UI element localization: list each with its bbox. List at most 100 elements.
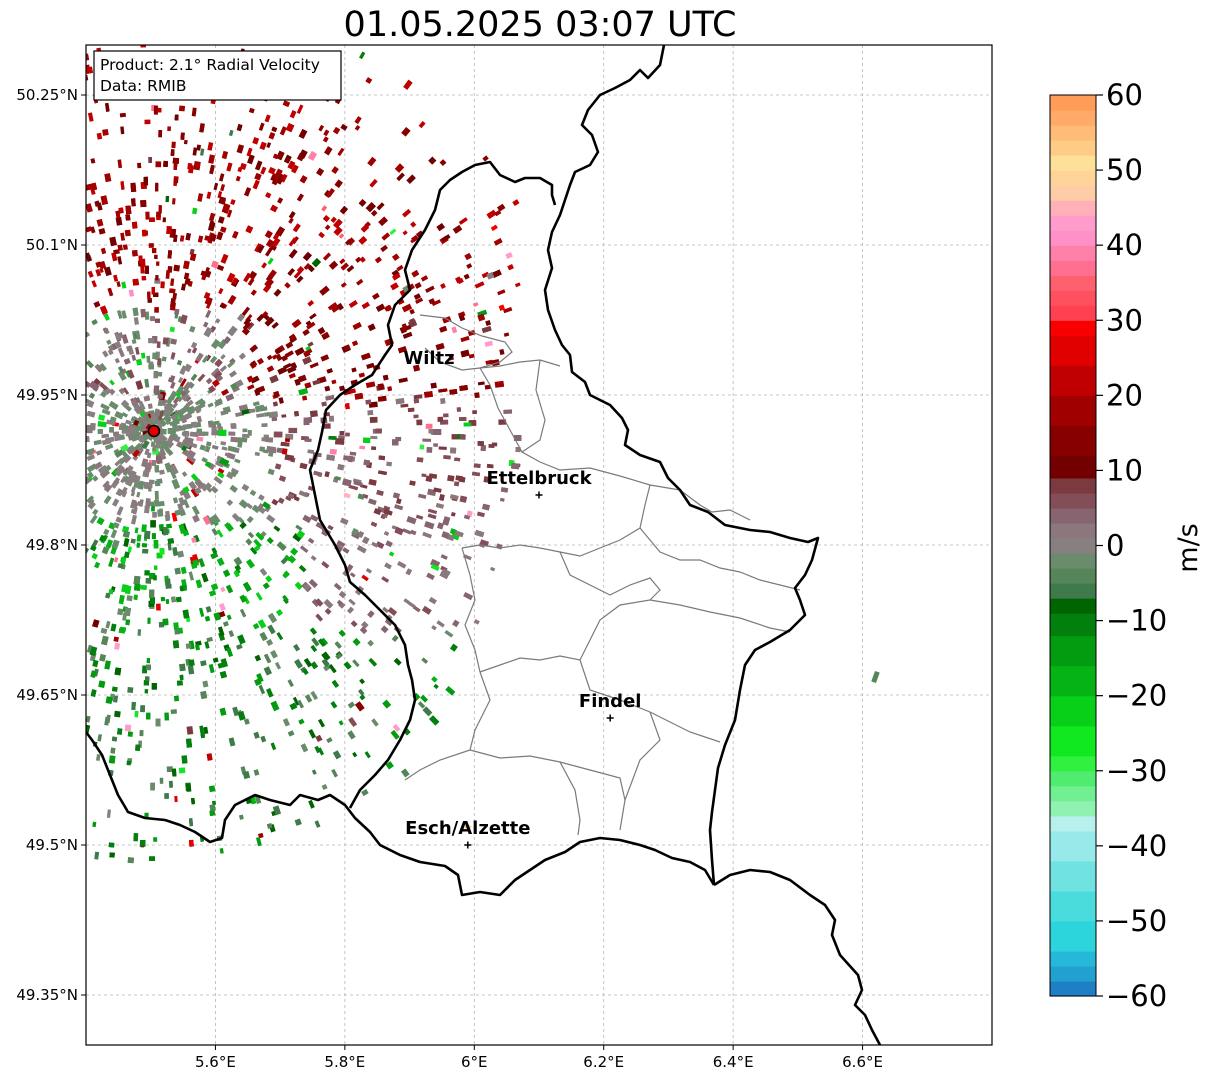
velocity-bin	[333, 750, 342, 760]
velocity-bin	[266, 823, 273, 829]
velocity-bin	[174, 567, 181, 575]
velocity-bin	[231, 512, 241, 523]
velocity-bin	[218, 602, 226, 612]
velocity-bin	[392, 492, 400, 499]
velocity-bin	[344, 403, 350, 410]
velocity-bin	[183, 139, 188, 145]
x-tick-label: 6.2°E	[583, 1053, 624, 1071]
velocity-bin	[272, 354, 278, 360]
velocity-bin	[383, 505, 391, 511]
velocity-bin	[208, 785, 216, 793]
velocity-bin	[127, 731, 133, 737]
velocity-bin	[190, 341, 198, 349]
velocity-bin	[109, 427, 114, 433]
velocity-bin	[370, 521, 378, 527]
velocity-bin	[125, 419, 132, 425]
velocity-bin	[232, 706, 240, 717]
velocity-bin	[102, 480, 110, 489]
velocity-bin	[131, 198, 136, 207]
velocity-bin	[403, 79, 413, 90]
velocity-bin	[300, 666, 307, 673]
velocity-bin	[100, 391, 107, 398]
velocity-bin	[156, 478, 163, 484]
velocity-bin	[177, 411, 185, 419]
velocity-bin	[149, 316, 156, 322]
velocity-bin	[420, 694, 428, 703]
velocity-bin	[338, 233, 345, 239]
velocity-bin	[294, 818, 302, 826]
velocity-bin	[273, 390, 280, 398]
velocity-bin	[104, 328, 110, 335]
velocity-bin	[117, 347, 125, 358]
velocity-bin	[174, 509, 181, 516]
velocity-bin	[86, 715, 91, 723]
velocity-bin	[105, 539, 113, 549]
velocity-bin	[428, 473, 438, 479]
velocity-bin	[484, 340, 493, 347]
velocity-bin	[237, 441, 243, 448]
velocity-bin	[474, 392, 480, 399]
velocity-bin	[368, 657, 378, 667]
velocity-bin	[246, 375, 254, 383]
velocity-bin	[167, 449, 174, 456]
velocity-bin	[203, 726, 209, 735]
velocity-bin	[235, 643, 243, 650]
velocity-bin	[133, 594, 138, 600]
velocity-bin	[231, 277, 239, 285]
velocity-bin	[871, 670, 880, 684]
velocity-bin	[162, 337, 169, 345]
velocity-bin	[493, 238, 503, 246]
velocity-bin	[171, 141, 176, 149]
velocity-bin	[213, 476, 223, 485]
velocity-bin	[86, 252, 92, 262]
velocity-bin	[122, 612, 127, 621]
velocity-bin	[194, 398, 204, 406]
velocity-bin	[268, 132, 276, 140]
velocity-bin	[136, 542, 141, 548]
velocity-bin	[280, 441, 290, 447]
velocity-bin	[335, 652, 343, 660]
velocity-bin	[340, 123, 348, 131]
velocity-bin	[206, 636, 214, 643]
velocity-bin	[191, 207, 198, 215]
velocity-bin	[357, 531, 365, 538]
velocity-bin	[352, 751, 358, 758]
velocity-bin	[195, 408, 201, 414]
velocity-bin	[168, 390, 178, 401]
velocity-bin	[307, 151, 318, 161]
velocity-bin	[250, 547, 258, 555]
velocity-bin	[86, 183, 92, 191]
velocity-bin	[166, 437, 174, 445]
velocity-bin	[336, 302, 344, 311]
velocity-bin	[292, 318, 302, 328]
velocity-bin	[193, 487, 202, 495]
velocity-bin	[375, 541, 385, 549]
velocity-bin	[282, 595, 289, 602]
gridlines	[86, 45, 992, 1045]
velocity-bin	[181, 431, 190, 437]
velocity-bin	[412, 364, 421, 372]
velocity-bin	[169, 419, 179, 426]
velocity-bin	[351, 528, 359, 536]
velocity-bin	[134, 710, 139, 718]
velocity-bin	[204, 461, 212, 468]
velocity-bin	[129, 427, 137, 434]
velocity-bin	[153, 105, 158, 115]
velocity-bin	[388, 551, 395, 557]
velocity-bin	[315, 734, 323, 742]
velocity-bin	[391, 439, 399, 446]
velocity-bin	[343, 492, 351, 499]
velocity-bin	[107, 348, 114, 356]
velocity-bin	[155, 718, 161, 727]
velocity-bin	[240, 162, 247, 170]
velocity-bin	[284, 350, 294, 358]
y-tick-label: 49.35°N	[16, 986, 78, 1004]
velocity-bin	[449, 447, 457, 454]
velocity-bin	[106, 714, 111, 724]
velocity-bin	[242, 321, 252, 331]
colorbar-segment	[1050, 365, 1096, 396]
velocity-bin	[416, 419, 423, 426]
velocity-bin	[293, 271, 301, 279]
velocity-bin	[250, 289, 257, 296]
velocity-bin	[144, 378, 150, 388]
